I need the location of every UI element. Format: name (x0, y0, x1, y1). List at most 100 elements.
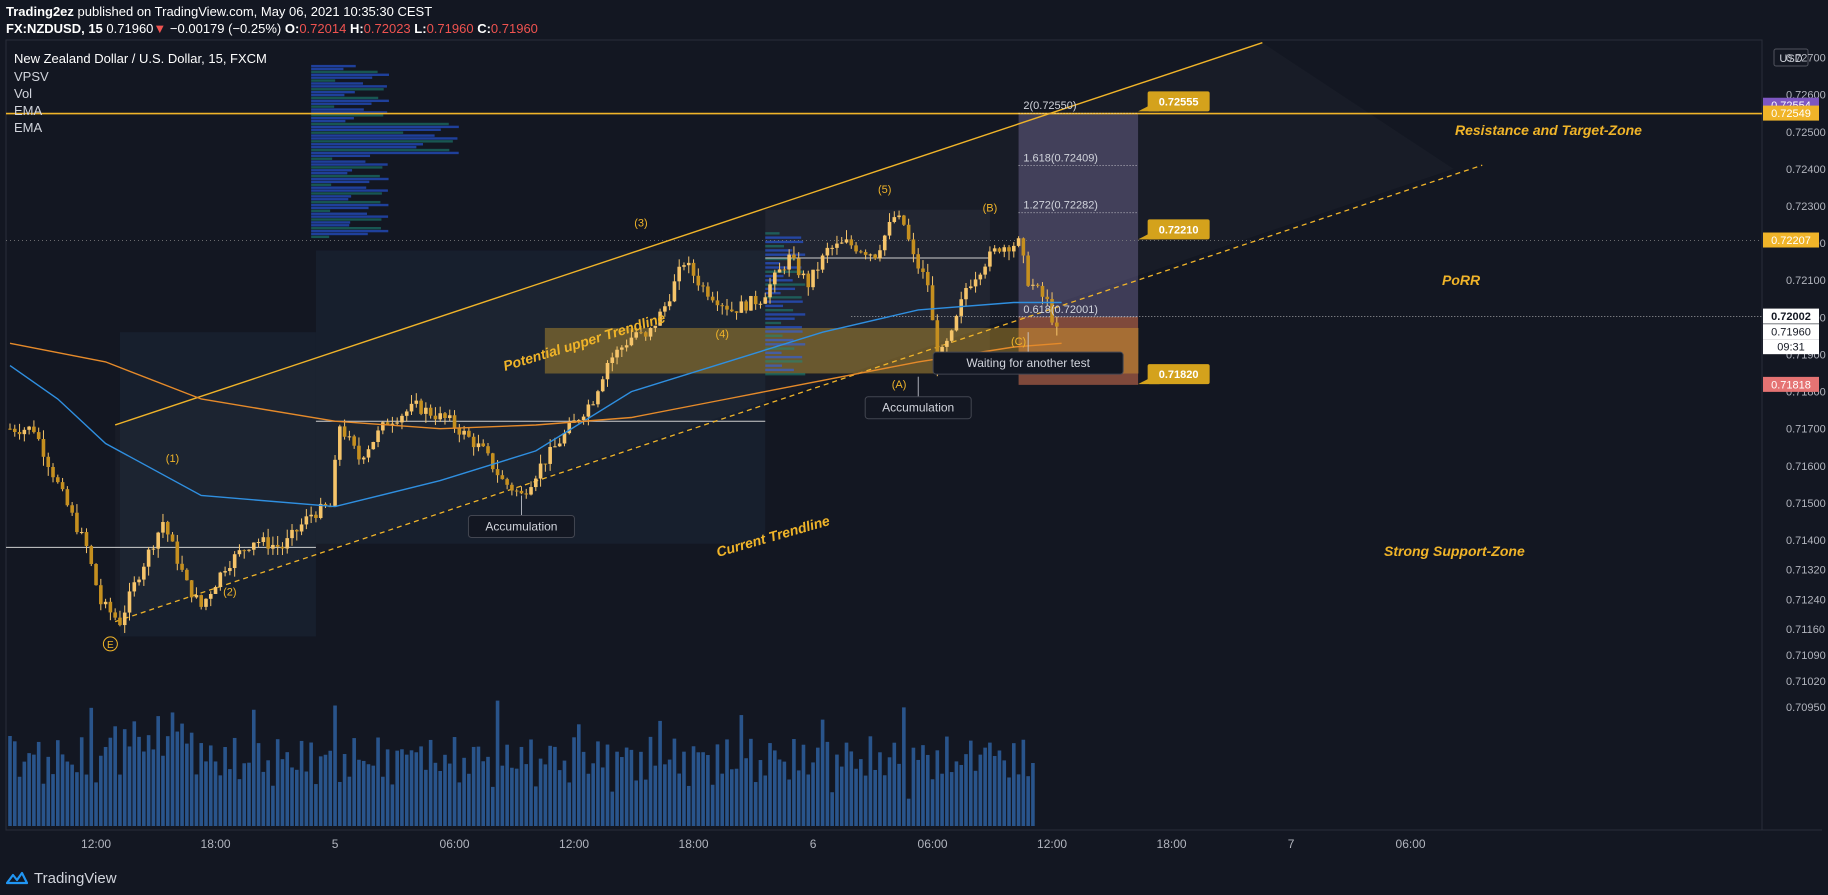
candle-body (127, 591, 132, 613)
candle-body (973, 279, 978, 287)
price-callout-label: 0.71820 (1159, 369, 1199, 381)
publisher-name[interactable]: Trading2ez (6, 4, 74, 19)
legend-ema-1[interactable]: EMA (14, 103, 43, 118)
currency-box (1773, 48, 1809, 67)
candle-body (137, 579, 141, 583)
volume-profile-bar (765, 236, 802, 239)
volume-profile-bar (765, 283, 806, 286)
candle-body (361, 457, 366, 460)
candle-body (734, 311, 739, 313)
waiting-callout-label: Waiting for another test (966, 356, 1090, 370)
candle-body (352, 436, 356, 446)
candle-body (715, 300, 720, 306)
footer-brand[interactable]: TradingView (6, 866, 117, 890)
candle-body (787, 254, 791, 270)
volume-profile-bar (311, 221, 351, 224)
candle-body (557, 443, 562, 447)
volume-bar (758, 760, 763, 826)
volume-bar (701, 752, 705, 826)
candle-body (1021, 238, 1026, 256)
volume-profile-bar (311, 198, 349, 201)
candle-body (643, 332, 648, 337)
high-label: H: (349, 21, 364, 36)
volume-bar (519, 746, 524, 826)
candle-body (863, 252, 868, 255)
volume-bar (1012, 743, 1016, 826)
volume-bar (639, 751, 643, 826)
accumulation-callout-2-box (864, 396, 972, 420)
volume-profile-bar (311, 151, 459, 155)
candle-body (65, 489, 70, 506)
volume-bar (376, 737, 380, 826)
volume-bar (725, 739, 729, 826)
candle-body (199, 595, 203, 607)
candle-body (959, 299, 964, 316)
volume-bar (237, 779, 242, 826)
volume-profile-bar (311, 79, 336, 82)
volume-profile-bar (765, 364, 783, 367)
volume-bar (495, 700, 500, 826)
volume-bar (686, 785, 691, 826)
volume-bar (949, 772, 954, 826)
volume-bar (51, 774, 55, 826)
volume-bar (615, 751, 619, 826)
candle-body (170, 534, 175, 542)
legend-vol[interactable]: Vol (14, 86, 33, 101)
volume-bar (820, 719, 825, 826)
volume-bar (854, 768, 858, 826)
volume-bar (548, 745, 552, 826)
volume-bar (763, 775, 768, 826)
candle-body (1050, 299, 1054, 323)
volume-bar (706, 755, 710, 826)
volume-bar (801, 744, 806, 826)
volume-bar (361, 760, 366, 826)
candle-body (600, 379, 605, 392)
volume-bar (983, 747, 987, 826)
candle-body (816, 269, 820, 271)
volume-bar (978, 754, 983, 826)
volume-bar (524, 764, 529, 826)
volume-bar (414, 752, 419, 826)
price-badge (1763, 324, 1819, 340)
e-marker (102, 636, 118, 652)
candle-body (992, 248, 997, 252)
volume-bar (180, 723, 184, 826)
candle-body (768, 284, 772, 298)
volume-profile-bar (765, 308, 794, 312)
candle-body (338, 426, 342, 460)
volume-profile-bar (765, 240, 804, 244)
e-marker-label: E (107, 640, 114, 651)
volume-profile-bar (311, 203, 389, 207)
candle-body (839, 242, 844, 244)
volume-bar (256, 743, 261, 826)
volume-profile-bar (765, 330, 803, 333)
legend-ema-2[interactable]: EMA (14, 120, 43, 135)
volume-bar (462, 757, 466, 826)
volume-bar (792, 739, 796, 826)
candle-body (12, 428, 17, 432)
volume-bar (677, 773, 681, 826)
candle-body (237, 550, 242, 555)
candle-body (777, 269, 782, 273)
legend-title[interactable]: New Zealand Dollar / U.S. Dollar, 15, FX… (14, 51, 267, 66)
volume-bar (538, 758, 543, 826)
candle-body (667, 301, 672, 307)
volume-bar (27, 753, 31, 826)
volume-bar (208, 745, 213, 826)
price-callout-box (1147, 91, 1210, 112)
volume-profile-bar (765, 232, 780, 235)
candle-body (385, 422, 390, 425)
volume-profile-bar (765, 257, 796, 261)
volume-bar (887, 757, 892, 826)
candle-body (997, 248, 1002, 252)
volume-bar (825, 741, 830, 826)
volume-bar (113, 726, 117, 826)
volume-bar (643, 779, 648, 826)
candle-body (825, 247, 830, 256)
candle-body (801, 273, 806, 276)
legend-vpsv[interactable]: VPSV (14, 69, 49, 84)
candle-body (677, 266, 681, 282)
volume-profile-bar (311, 85, 387, 88)
published-text: published on TradingView.com, May 06, 20… (77, 4, 433, 19)
